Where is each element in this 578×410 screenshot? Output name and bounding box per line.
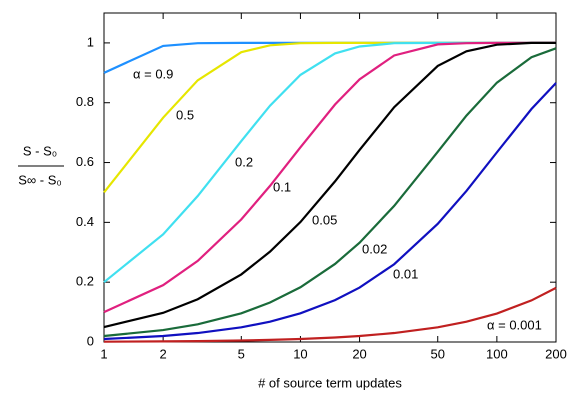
series-label: 0.02: [362, 241, 387, 256]
data-line: [103, 41, 556, 194]
series-label: 0.05: [312, 212, 337, 227]
plot-frame: [103, 12, 557, 343]
x-tick-label: 1: [100, 346, 107, 361]
data-line: [103, 286, 557, 343]
y-tick-label: 0.6: [76, 154, 94, 169]
series-label: 0.1: [273, 179, 291, 194]
x-tick-label: 5: [238, 346, 245, 361]
data-line: [103, 82, 557, 341]
y-tick-label: 0.8: [76, 94, 94, 109]
x-tick-label: 100: [486, 346, 508, 361]
x-tick-label: 2: [160, 346, 167, 361]
data-line: [103, 41, 556, 314]
series-label: 0.01: [393, 266, 418, 281]
data-line: [103, 41, 556, 329]
x-axis-label: # of source term updates: [258, 375, 402, 390]
series-label: 0.5: [176, 107, 194, 122]
x-tick-label: 10: [293, 346, 307, 361]
series-label: α = 0.001: [487, 317, 542, 332]
y-tick-label: 1: [87, 34, 94, 49]
y-axis-label-numerator: S - S₀: [23, 143, 57, 158]
x-tick-label: 200: [545, 346, 567, 361]
x-tick-label: 20: [352, 346, 366, 361]
x-tick-label: 50: [431, 346, 445, 361]
y-tick-label: 0: [87, 333, 94, 348]
y-tick-label: 0.2: [76, 274, 94, 289]
y-axis-label-denominator: S∞ - S₀: [18, 172, 62, 187]
data-line: [103, 47, 557, 338]
y-tick-label: 0.4: [76, 214, 94, 229]
series-label: α = 0.9: [133, 66, 173, 81]
series-label: 0.2: [235, 154, 253, 169]
